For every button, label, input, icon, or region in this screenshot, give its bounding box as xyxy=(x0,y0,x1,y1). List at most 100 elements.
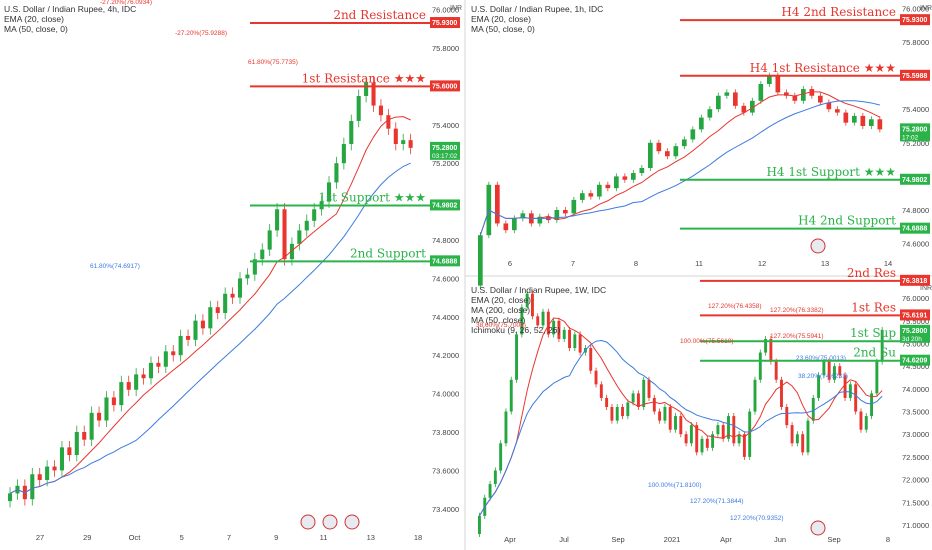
candle-body xyxy=(571,199,577,214)
flag-icon xyxy=(810,520,826,536)
candle-body xyxy=(732,416,736,444)
price-tag xyxy=(900,324,930,343)
candle-body xyxy=(674,416,677,430)
candle-body xyxy=(141,374,146,379)
y-tick-label: 76.0000 xyxy=(902,4,929,13)
y-tick-label: 73.6000 xyxy=(432,466,459,475)
candle-body xyxy=(230,293,235,298)
x-tick-label: 2021 xyxy=(664,535,681,544)
x-tick-label: Oct xyxy=(129,533,142,542)
candle-body xyxy=(562,329,566,339)
y-tick-label: 74.2000 xyxy=(432,351,459,360)
price-tag xyxy=(900,354,930,366)
candle-body xyxy=(780,379,783,407)
candle-body xyxy=(297,230,302,244)
candle-body xyxy=(614,176,619,189)
panel-1w-ma50: MA (50, close) xyxy=(471,315,526,325)
candle-body xyxy=(870,393,874,417)
support-label: H4 2nd Support xyxy=(798,214,896,228)
fib-label: 61.80%(74.6917) xyxy=(90,263,140,270)
x-tick-label: 11 xyxy=(695,259,703,268)
candle-body xyxy=(401,140,406,144)
candle-body xyxy=(700,438,704,453)
candle-body xyxy=(663,407,667,421)
y-tick-label: 73.4000 xyxy=(432,505,459,514)
panel-4h-ma: MA (50, close, 0) xyxy=(4,24,68,34)
candle-body xyxy=(767,75,772,84)
candle-body xyxy=(503,223,509,231)
fib-label: 127.20%(70.9352) xyxy=(730,515,784,522)
candle-body xyxy=(478,235,483,286)
resistance-label: H4 1st Resistance ★★★ xyxy=(750,61,896,75)
candle-body xyxy=(875,361,879,394)
price-tag xyxy=(430,141,460,160)
price-tag-label: 74.6888 xyxy=(432,258,457,265)
y-tick-label: 73.8000 xyxy=(432,428,459,437)
candle-body xyxy=(186,336,191,340)
candle-body xyxy=(594,370,598,385)
candle-body xyxy=(557,320,561,339)
candle-body xyxy=(148,362,154,379)
fib-label: 127.20%(71.3844) xyxy=(690,498,744,505)
candle-body xyxy=(537,216,543,224)
currency-label: INR xyxy=(920,5,932,12)
candle-body xyxy=(636,393,640,407)
ema-line xyxy=(479,317,883,517)
candle-body xyxy=(835,109,840,113)
panel-1w-header: U.S. Dollar / Indian Rupee, 1W, IDC EMA … xyxy=(471,285,606,335)
candle-body xyxy=(880,329,884,362)
candle-body xyxy=(371,82,376,106)
candle-body xyxy=(563,210,568,214)
resistance-label: 2nd Resistance xyxy=(333,8,426,22)
candle-body xyxy=(647,379,651,398)
fib-label: 127.20%(75.5941) xyxy=(770,333,824,340)
candle-body xyxy=(488,484,492,498)
support-label: 2nd Su xyxy=(853,346,896,360)
y-tick-label: 75.4000 xyxy=(902,105,929,114)
candle-body xyxy=(37,474,42,480)
candle-body xyxy=(349,120,354,144)
candle-body xyxy=(631,173,636,180)
candle-body xyxy=(478,515,481,534)
candle-body xyxy=(758,352,762,380)
panel-1w-title: U.S. Dollar / Indian Rupee, 1W, IDC xyxy=(471,285,607,295)
candle-body xyxy=(869,119,874,126)
candle-body xyxy=(690,129,696,140)
candle-body xyxy=(764,338,768,353)
y-tick-label: 71.5000 xyxy=(902,498,929,507)
candle-body xyxy=(605,184,611,189)
candle-body xyxy=(727,416,730,439)
price-tag-label: 75.6191 xyxy=(902,312,927,319)
candle-body xyxy=(156,362,161,367)
candle-body xyxy=(578,334,582,353)
candle-body xyxy=(171,351,176,356)
candle-body xyxy=(304,220,309,231)
candle-body xyxy=(737,434,741,444)
candle-body xyxy=(795,434,799,444)
panel-1w-ma200: MA (200, close) xyxy=(471,305,531,315)
panel-4h-ema: EMA (20, close) xyxy=(4,14,64,24)
price-tag-label: 74.6209 xyxy=(902,358,927,365)
candle-body xyxy=(580,193,585,200)
price-tag-label: 75.2800 xyxy=(902,126,927,133)
price-tag-countdown: 3d 20h xyxy=(902,336,922,343)
candle-body xyxy=(758,84,764,101)
candle-body xyxy=(864,416,868,430)
candle-body xyxy=(552,320,556,335)
candle-body xyxy=(252,259,257,275)
y-tick-label: 75.2000 xyxy=(432,159,459,168)
candle-body xyxy=(568,329,571,349)
candle-body xyxy=(843,112,849,123)
candle-body xyxy=(833,366,836,380)
fib-label: 127.20%(76.3382) xyxy=(770,307,824,314)
candle-body xyxy=(673,146,679,157)
candle-body xyxy=(589,348,593,371)
candle-body xyxy=(605,397,609,407)
candle-body xyxy=(334,163,339,183)
candle-body xyxy=(530,293,534,317)
candle-body xyxy=(695,425,699,453)
candle-body xyxy=(326,182,332,202)
price-tag xyxy=(900,123,930,142)
candle-body xyxy=(877,119,883,130)
support-label: 2nd Support xyxy=(350,246,426,260)
